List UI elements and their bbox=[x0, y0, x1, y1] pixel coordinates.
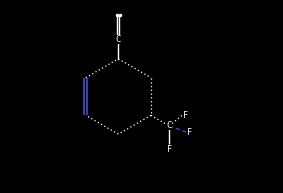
Text: F: F bbox=[167, 145, 172, 154]
Text: C: C bbox=[167, 121, 172, 130]
Text: F: F bbox=[187, 128, 192, 137]
Text: F: F bbox=[183, 111, 188, 120]
Text: C: C bbox=[116, 35, 121, 44]
